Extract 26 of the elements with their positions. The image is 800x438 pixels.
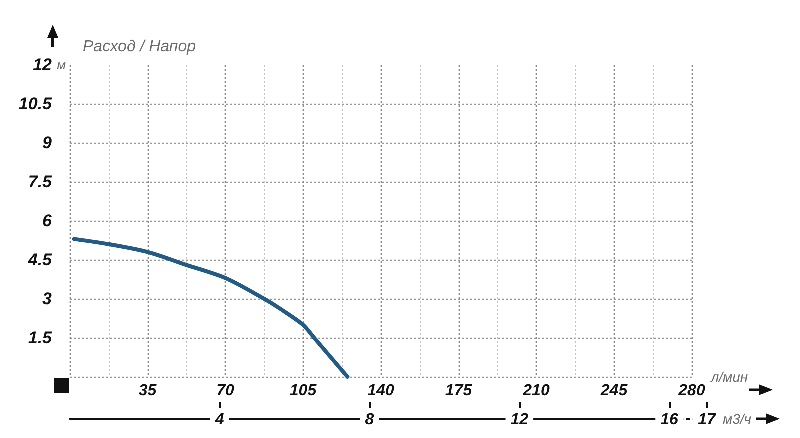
x-tick-label: 280 xyxy=(678,382,706,400)
y-tick-label: 4.5 xyxy=(27,250,53,270)
x-tick-label: 245 xyxy=(600,382,629,400)
y-axis-title: м xyxy=(57,58,66,72)
y-tick-label: 1.5 xyxy=(28,328,53,348)
x-tick-label: 140 xyxy=(368,382,394,400)
y-tick-label: 12 xyxy=(33,56,53,74)
x2-tick-label: 17 xyxy=(698,412,717,428)
x-tick-label: 175 xyxy=(445,382,474,400)
chart-title: Расход / Напор xyxy=(83,38,196,56)
y-tick-label: 6 xyxy=(42,212,53,230)
y-tick-label: 3 xyxy=(42,290,53,308)
x-tick-label: 35 xyxy=(138,382,158,400)
y-tick-label: 9 xyxy=(42,134,53,152)
x-tick-label: 70 xyxy=(216,382,234,400)
x-axis-title: л/мин xyxy=(710,369,748,385)
x-tick-label: 210 xyxy=(522,382,550,400)
x2-tick-label: 12 xyxy=(510,412,529,428)
y-tick-label: 7.5 xyxy=(28,172,53,192)
x2-axis-title: м3/ч xyxy=(723,411,752,427)
x-tick-label: 105 xyxy=(290,382,318,400)
text: - xyxy=(686,410,691,428)
y-tick-label: 10.5 xyxy=(18,94,53,114)
x2-tick-label: 8 xyxy=(365,412,374,428)
x2-tick-label: 16 xyxy=(660,412,679,428)
x2-tick-label: 4 xyxy=(214,412,224,428)
